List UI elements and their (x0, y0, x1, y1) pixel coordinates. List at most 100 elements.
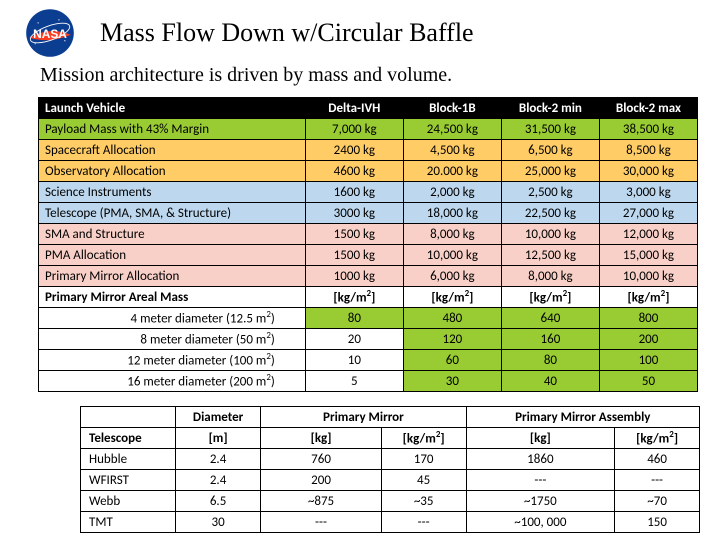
table2-cell: --- (381, 512, 466, 533)
table2-header1 (81, 407, 176, 428)
table1-cell: 4,500 kg (403, 140, 501, 161)
table2-cell: ~1750 (466, 491, 615, 512)
table1-cell: 8,500 kg (599, 140, 697, 161)
table1-areal-cell: 800 (599, 308, 697, 329)
table2-cell: 170 (381, 449, 466, 470)
table2-cell: ~35 (381, 491, 466, 512)
table1-areal-cell: 12 meter diameter (100 m2) (39, 350, 306, 371)
table1-cell: 15,000 kg (599, 245, 697, 266)
table1-areal-cell: 480 (403, 308, 501, 329)
table1-areal-cell: 20 (305, 329, 403, 350)
table1-cell: 1500 kg (305, 245, 403, 266)
table2-header1: Primary Mirror Assembly (466, 407, 699, 428)
table1-cell: 1000 kg (305, 266, 403, 287)
table1-areal-cell: 200 (599, 329, 697, 350)
table1-areal-cell: 8 meter diameter (50 m2) (39, 329, 306, 350)
table2-cell: 30 (175, 512, 260, 533)
table1-areal-cell: 50 (599, 371, 697, 392)
table2-cell: 45 (381, 470, 466, 491)
table1-areal-header: [kg/m2] (501, 287, 599, 308)
table2-cell: 760 (261, 449, 381, 470)
table2-header2: [kg] (466, 428, 615, 449)
table1-cell: 24,500 kg (403, 119, 501, 140)
table1-cell: 18,000 kg (403, 203, 501, 224)
table1-areal-cell: 160 (501, 329, 599, 350)
header: NASA Mass Flow Down w/Circular Baffle (20, 8, 700, 58)
table2-cell: 150 (615, 512, 700, 533)
table1-areal-cell: 80 (501, 350, 599, 371)
table1-cell: 3000 kg (305, 203, 403, 224)
table2-cell: WFIRST (81, 470, 176, 491)
table2-cell: 2.4 (175, 470, 260, 491)
table1-cell: 10,000 kg (599, 266, 697, 287)
table1-cell: 2400 kg (305, 140, 403, 161)
table2-cell: 460 (615, 449, 700, 470)
table1-cell: 31,500 kg (501, 119, 599, 140)
table1-areal-cell: 5 (305, 371, 403, 392)
table1-cell: 22,500 kg (501, 203, 599, 224)
table1-cell: 2,000 kg (403, 182, 501, 203)
table1-areal-header: [kg/m2] (599, 287, 697, 308)
table2-header2: [m] (175, 428, 260, 449)
table1-areal-header: [kg/m2] (403, 287, 501, 308)
table1-cell: PMA Allocation (39, 245, 306, 266)
table2-cell: --- (466, 470, 615, 491)
table1-header-cell: Launch Vehicle (39, 98, 306, 119)
table1-cell: 7,000 kg (305, 119, 403, 140)
table2-cell: 1860 (466, 449, 615, 470)
table2-cell: 6.5 (175, 491, 260, 512)
table2-cell: TMT (81, 512, 176, 533)
table1-areal-cell: 100 (599, 350, 697, 371)
table1-cell: 6,000 kg (403, 266, 501, 287)
table1-areal-cell: 4 meter diameter (12.5 m2) (39, 308, 306, 329)
svg-text:NASA: NASA (33, 27, 67, 41)
table1-cell: 6,500 kg (501, 140, 599, 161)
table1-cell: 8,000 kg (501, 266, 599, 287)
table2-header2: [kg/m2] (381, 428, 466, 449)
table1-header-cell: Block-2 max (599, 98, 697, 119)
table1-areal-cell: 80 (305, 308, 403, 329)
mass-flow-table: Launch VehicleDelta-IVHBlock-1BBlock-2 m… (38, 97, 698, 392)
table2-header2: Telescope (81, 428, 176, 449)
table2-cell: Hubble (81, 449, 176, 470)
table2-header1: Primary Mirror (261, 407, 466, 428)
table1-cell: 1500 kg (305, 224, 403, 245)
table1-cell: 27,000 kg (599, 203, 697, 224)
table2-cell: 2.4 (175, 449, 260, 470)
table1-areal-header: [kg/m2] (305, 287, 403, 308)
table1-header-cell: Block-1B (403, 98, 501, 119)
table1-header-cell: Block-2 min (501, 98, 599, 119)
table1-header-cell: Delta-IVH (305, 98, 403, 119)
table1-cell: SMA and Structure (39, 224, 306, 245)
table2-header1: Diameter (175, 407, 260, 428)
table1-areal-cell: 30 (403, 371, 501, 392)
table2-cell: ~875 (261, 491, 381, 512)
table1-cell: 38,500 kg (599, 119, 697, 140)
table1-cell: 12,000 kg (599, 224, 697, 245)
table1-areal-cell: 60 (403, 350, 501, 371)
table2-header2: [kg/m2] (615, 428, 700, 449)
table2-header2: [kg] (261, 428, 381, 449)
table1-cell: Primary Mirror Allocation (39, 266, 306, 287)
table2-cell: ~70 (615, 491, 700, 512)
table1-cell: 10,000 kg (501, 224, 599, 245)
nasa-logo: NASA (20, 8, 80, 58)
table1-cell: Telescope (PMA, SMA, & Structure) (39, 203, 306, 224)
table1-cell: Spacecraft Allocation (39, 140, 306, 161)
table1-cell: 10,000 kg (403, 245, 501, 266)
table1-cell: 8,000 kg (403, 224, 501, 245)
table2-cell: 200 (261, 470, 381, 491)
table1-cell: 4600 kg (305, 161, 403, 182)
table1-areal-header: Primary Mirror Areal Mass (39, 287, 306, 308)
table2-cell: Webb (81, 491, 176, 512)
table1-areal-cell: 40 (501, 371, 599, 392)
table1-cell: Observatory Allocation (39, 161, 306, 182)
table1-cell: 25,000 kg (501, 161, 599, 182)
telescope-comparison-table: DiameterPrimary MirrorPrimary Mirror Ass… (80, 406, 700, 533)
table1-areal-cell: 120 (403, 329, 501, 350)
table1-cell: 12,500 kg (501, 245, 599, 266)
table1-cell: 2,500 kg (501, 182, 599, 203)
table2-cell: --- (261, 512, 381, 533)
table1-areal-cell: 10 (305, 350, 403, 371)
table1-cell: Payload Mass with 43% Margin (39, 119, 306, 140)
